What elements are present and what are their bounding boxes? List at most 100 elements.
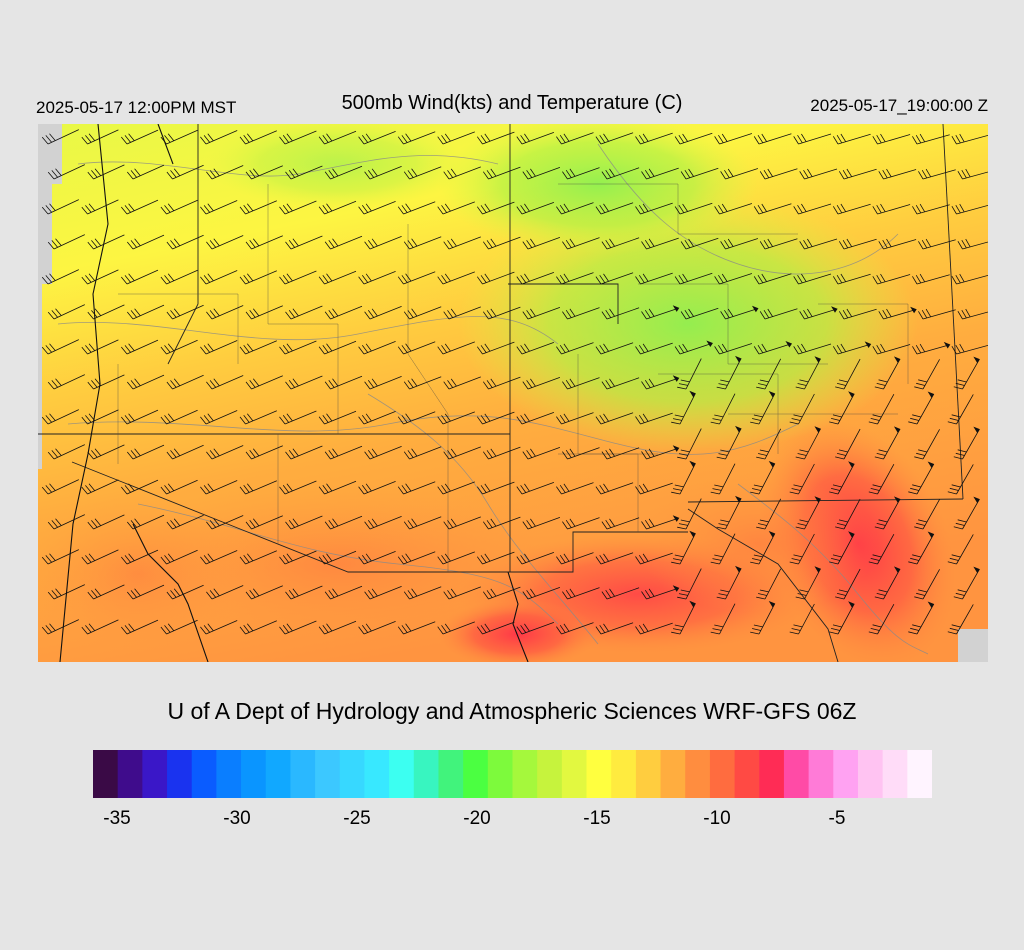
wind-barb: [556, 552, 594, 565]
wind-barb: [318, 620, 357, 635]
wind-barb-pennant: [973, 496, 980, 504]
wind-barb: [872, 133, 911, 145]
wind-barb: [279, 410, 317, 425]
wind-barb: [671, 463, 696, 495]
wind-barb-pennant: [689, 460, 696, 468]
wind-barb: [403, 166, 442, 180]
wind-barb: [795, 498, 821, 530]
wind-barb: [476, 551, 515, 565]
wind-barb: [245, 585, 283, 600]
wind-barb: [437, 551, 475, 565]
wind-barb: [671, 603, 696, 635]
wind-barb-pennant: [910, 306, 917, 314]
wind-barb: [285, 165, 323, 180]
wind-barb: [835, 568, 861, 600]
wind-barb: [87, 514, 125, 530]
wind-barb: [918, 168, 956, 180]
coastline-rivers: [59, 124, 529, 662]
wind-barb-pennant: [689, 530, 696, 538]
wind-barb: [595, 272, 634, 285]
wind-barb: [239, 130, 277, 145]
wind-barb: [239, 340, 277, 355]
wind-barb: [126, 584, 165, 600]
valid-time-label: 2025-05-17_19:00:00 Z: [810, 96, 988, 115]
wind-barb: [245, 375, 283, 390]
wind-barb: [677, 498, 702, 530]
wind-barb: [206, 375, 244, 390]
colorbar-swatch: [783, 750, 810, 798]
wind-barb: [239, 620, 277, 635]
wind-barb: [635, 482, 673, 495]
colorbar-swatch: [216, 750, 242, 798]
wind-barb: [160, 339, 198, 355]
wind-barb: [562, 307, 600, 320]
wind-barb: [750, 533, 776, 565]
wind-barb: [710, 603, 736, 635]
wind-barb: [674, 342, 713, 355]
wind-barb: [324, 585, 363, 600]
wind-barb: [81, 479, 119, 495]
wind-barb: [358, 131, 396, 145]
wind-barb: [245, 235, 283, 250]
wind-barb: [160, 269, 198, 285]
wind-barb: [239, 200, 277, 215]
colorbar-tick-label: -5: [828, 808, 846, 829]
wind-barb-pennant: [831, 306, 838, 313]
wind-barb: [516, 552, 555, 565]
wind-barb: [912, 203, 950, 215]
wind-barb: [87, 584, 125, 600]
local-time-label: 2025-05-17 12:00PM MST: [36, 98, 237, 117]
wind-barb: [41, 129, 79, 145]
wind-barb: [206, 235, 244, 250]
wind-barb: [120, 339, 159, 355]
wind-barb: [245, 165, 283, 180]
wind-barb: [166, 584, 204, 600]
wind-barb: [324, 445, 363, 460]
wind-barb: [522, 377, 561, 390]
wind-barb: [556, 412, 594, 425]
wind-barb: [516, 202, 555, 215]
wind-barb: [918, 238, 956, 250]
wind-barb: [908, 534, 934, 565]
wind-barb: [838, 238, 877, 250]
wind-barb: [947, 394, 974, 425]
temperature-colorbar: [93, 750, 932, 798]
wind-barb: [878, 168, 917, 180]
wind-barb: [756, 428, 782, 460]
wind-barbs: [41, 129, 988, 635]
wind-barb: [397, 131, 436, 145]
wind-barb: [245, 515, 283, 530]
wind-barb: [595, 482, 634, 495]
wind-barb: [279, 550, 317, 565]
wind-barb-pennant: [893, 566, 901, 573]
colorbar-swatch: [364, 750, 390, 798]
wind-barb: [482, 306, 521, 320]
wind-barb: [957, 238, 988, 250]
wind-barb: [601, 237, 640, 250]
wind-barb: [716, 358, 742, 390]
wind-barb: [720, 168, 759, 180]
wind-barb: [516, 412, 555, 425]
wind-barb: [437, 481, 475, 495]
wind-barb: [206, 585, 244, 600]
colorbar-swatch: [660, 750, 686, 798]
wind-barb: [358, 411, 396, 425]
wind-barb: [324, 375, 363, 390]
wind-barb: [835, 498, 861, 530]
wind-barb: [759, 168, 798, 180]
wind-barb: [556, 622, 594, 635]
colorbar-swatch: [709, 750, 736, 798]
colorbar-swatch: [734, 750, 760, 798]
wind-barb: [279, 620, 317, 635]
wind-barb: [482, 446, 521, 460]
wind-barb: [126, 444, 165, 460]
wind-barb: [720, 308, 759, 320]
wind-barb-pennant: [735, 495, 742, 503]
wind-barb: [756, 568, 782, 600]
colorbar-swatch: [808, 750, 834, 798]
wind-barb-pennant: [751, 305, 759, 313]
colorbar-swatch: [290, 750, 316, 798]
wind-barb: [759, 308, 798, 320]
wind-barb: [285, 585, 323, 600]
wind-barb: [81, 269, 119, 285]
